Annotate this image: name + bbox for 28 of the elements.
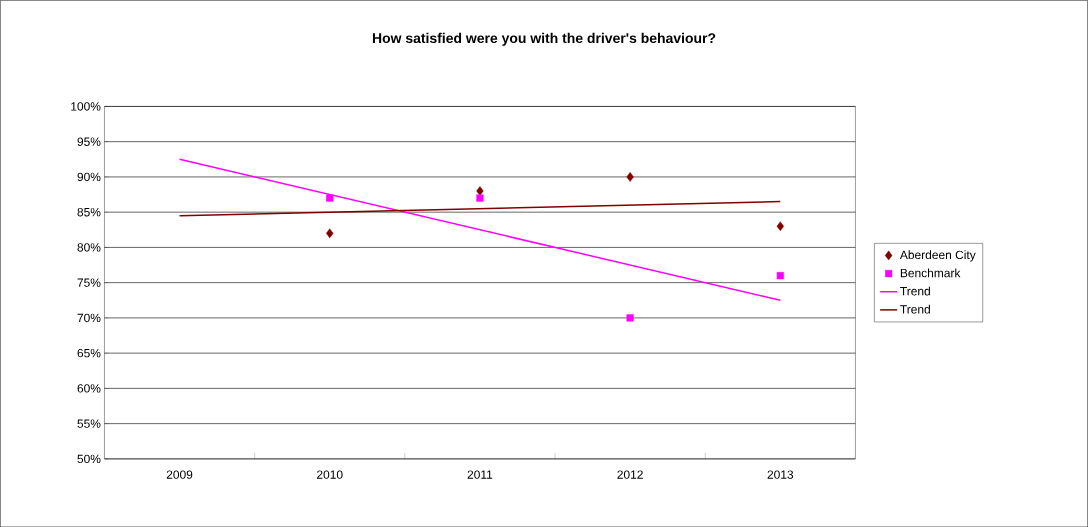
point (626, 314, 634, 322)
x-tick-label: 2013 (767, 470, 794, 479)
x-tick-label: 2011 (467, 470, 493, 479)
chart-title: How satisfied were you with the driver's behaviour? (372, 32, 716, 46)
point (776, 271, 784, 280)
point (626, 172, 634, 182)
y-tick-label: 75% (77, 278, 101, 287)
x-tick-label: 2010 (317, 470, 343, 479)
y-tick-label: 85% (77, 207, 101, 217)
y-tick-label: 65% (77, 348, 101, 358)
legend-label: Trend (900, 286, 930, 296)
point (476, 194, 484, 202)
y-tick-label: 95% (77, 137, 101, 146)
point (326, 228, 334, 238)
y-tick-label: 60% (77, 384, 101, 393)
y-tick-label: 70% (77, 313, 101, 322)
y-tick-label: 50% (77, 454, 101, 463)
x-tick-label: 2012 (617, 470, 643, 479)
legend-label: Trend (900, 304, 930, 314)
y-tick-label: 55% (77, 419, 101, 428)
legend-label: Aberdeen City (899, 250, 976, 262)
y-tick-label: 80% (77, 243, 101, 252)
legend-label: Benchmark (900, 268, 961, 278)
y-tick-label: 90% (77, 172, 101, 182)
point (326, 194, 334, 202)
x-tick-label: 2009 (166, 470, 193, 479)
y-tick-label: 100% (71, 102, 101, 111)
point (776, 221, 784, 231)
